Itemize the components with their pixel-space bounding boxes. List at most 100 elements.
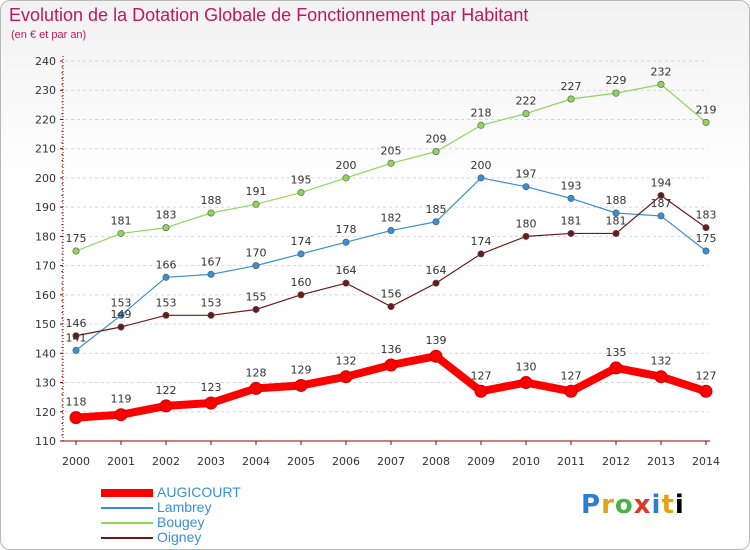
x-tick-label: 2001 [107,455,135,468]
x-tick-label: 2010 [512,455,540,468]
x-tick-label: 2013 [647,455,675,468]
x-tick-label: 2011 [557,455,585,468]
data-point-augicourt [519,376,533,390]
legend-label: Oigney [157,529,202,545]
data-label-oigney: 149 [111,308,132,321]
data-label-lambrey: 185 [426,203,447,216]
data-point-augicourt [654,370,668,384]
chart-subtitle: (en € et par an) [11,29,87,41]
legend-label: AUGICOURT [157,484,241,500]
data-point-bougey [297,189,305,197]
data-point-lambrey [342,238,350,246]
data-point-lambrey [567,194,575,202]
data-label-augicourt: 127 [471,369,492,382]
data-label-lambrey: 166 [156,258,177,271]
data-label-oigney: 180 [516,217,537,230]
data-label-bougey: 229 [606,74,627,87]
data-label-oigney: 183 [696,209,717,222]
data-point-bougey [72,247,80,255]
data-label-lambrey: 178 [336,223,357,236]
data-point-oigney [522,232,530,240]
x-tick-label: 2000 [62,455,90,468]
x-tick-label: 2008 [422,455,450,468]
data-point-augicourt [294,378,308,392]
data-label-oigney: 164 [336,264,357,277]
data-label-augicourt: 122 [156,384,177,397]
data-point-bougey [657,80,665,88]
data-label-bougey: 188 [201,194,222,207]
data-label-bougey: 227 [561,80,582,93]
data-label-oigney: 194 [651,176,672,189]
y-tick-label: 220 [35,113,56,126]
data-point-lambrey [297,250,305,258]
data-point-augicourt [699,384,713,398]
data-label-augicourt: 128 [246,366,267,379]
y-tick-label: 200 [35,172,56,185]
data-label-augicourt: 118 [66,396,87,409]
data-point-oigney [72,332,80,340]
y-tick-label: 170 [35,260,56,273]
data-label-augicourt: 130 [516,361,537,374]
y-tick-label: 210 [35,143,56,156]
data-label-lambrey: 193 [561,179,582,192]
legend-swatch [101,489,153,497]
legend-swatch [101,522,153,524]
legend-swatch [101,507,153,509]
data-label-augicourt: 127 [696,369,717,382]
data-point-augicourt [114,408,128,422]
data-point-lambrey [612,209,620,217]
data-point-lambrey [387,227,395,235]
data-label-augicourt: 132 [651,355,672,368]
data-label-oigney: 146 [66,317,87,330]
axes: 110 120 130 140 150 160 170 180 190 200 210 220 230 2… [35,55,720,468]
data-label-oigney: 155 [246,290,267,303]
data-label-oigney: 164 [426,264,447,277]
y-tick-label: 150 [35,318,56,331]
data-label-bougey: 209 [426,133,447,146]
data-point-lambrey [432,218,440,226]
x-tick-label: 2009 [467,455,495,468]
data-label-augicourt: 127 [561,369,582,382]
data-point-bougey [432,148,440,156]
data-label-lambrey: 182 [381,212,402,225]
data-point-bougey [162,224,170,232]
data-label-lambrey: 170 [246,247,267,260]
data-label-bougey: 218 [471,106,492,119]
data-point-lambrey [72,346,80,354]
data-point-bougey [612,89,620,97]
data-point-lambrey [252,262,260,270]
data-point-oigney [387,303,395,311]
data-point-oigney [117,323,125,331]
x-tick-label: 2012 [602,455,630,468]
data-label-bougey: 200 [336,159,357,172]
data-point-lambrey [657,212,665,220]
data-point-oigney [477,250,485,258]
data-point-augicourt [609,361,623,375]
data-point-oigney [657,191,665,199]
data-label-lambrey: 200 [471,159,492,172]
data-point-bougey [342,174,350,182]
data-label-bougey: 205 [381,144,402,157]
data-label-lambrey: 188 [606,194,627,207]
data-point-bougey [567,95,575,103]
data-label-oigney: 153 [156,296,177,309]
data-point-lambrey [702,247,710,255]
data-point-lambrey [117,311,125,319]
data-point-bougey [207,209,215,217]
data-point-oigney [297,291,305,299]
data-point-oigney [162,311,170,319]
legend-swatch [101,537,153,539]
data-label-augicourt: 139 [426,334,447,347]
data-label-bougey: 195 [291,174,312,187]
data-label-augicourt: 136 [381,343,402,356]
legend-label: Lambrey [157,499,212,515]
y-tick-label: 190 [35,201,56,214]
data-label-bougey: 181 [111,214,132,227]
data-point-augicourt [69,411,83,425]
data-point-augicourt [339,370,353,384]
data-label-bougey: 183 [156,209,177,222]
data-label-augicourt: 119 [111,393,132,406]
data-point-augicourt [474,384,488,398]
data-point-augicourt [564,384,578,398]
